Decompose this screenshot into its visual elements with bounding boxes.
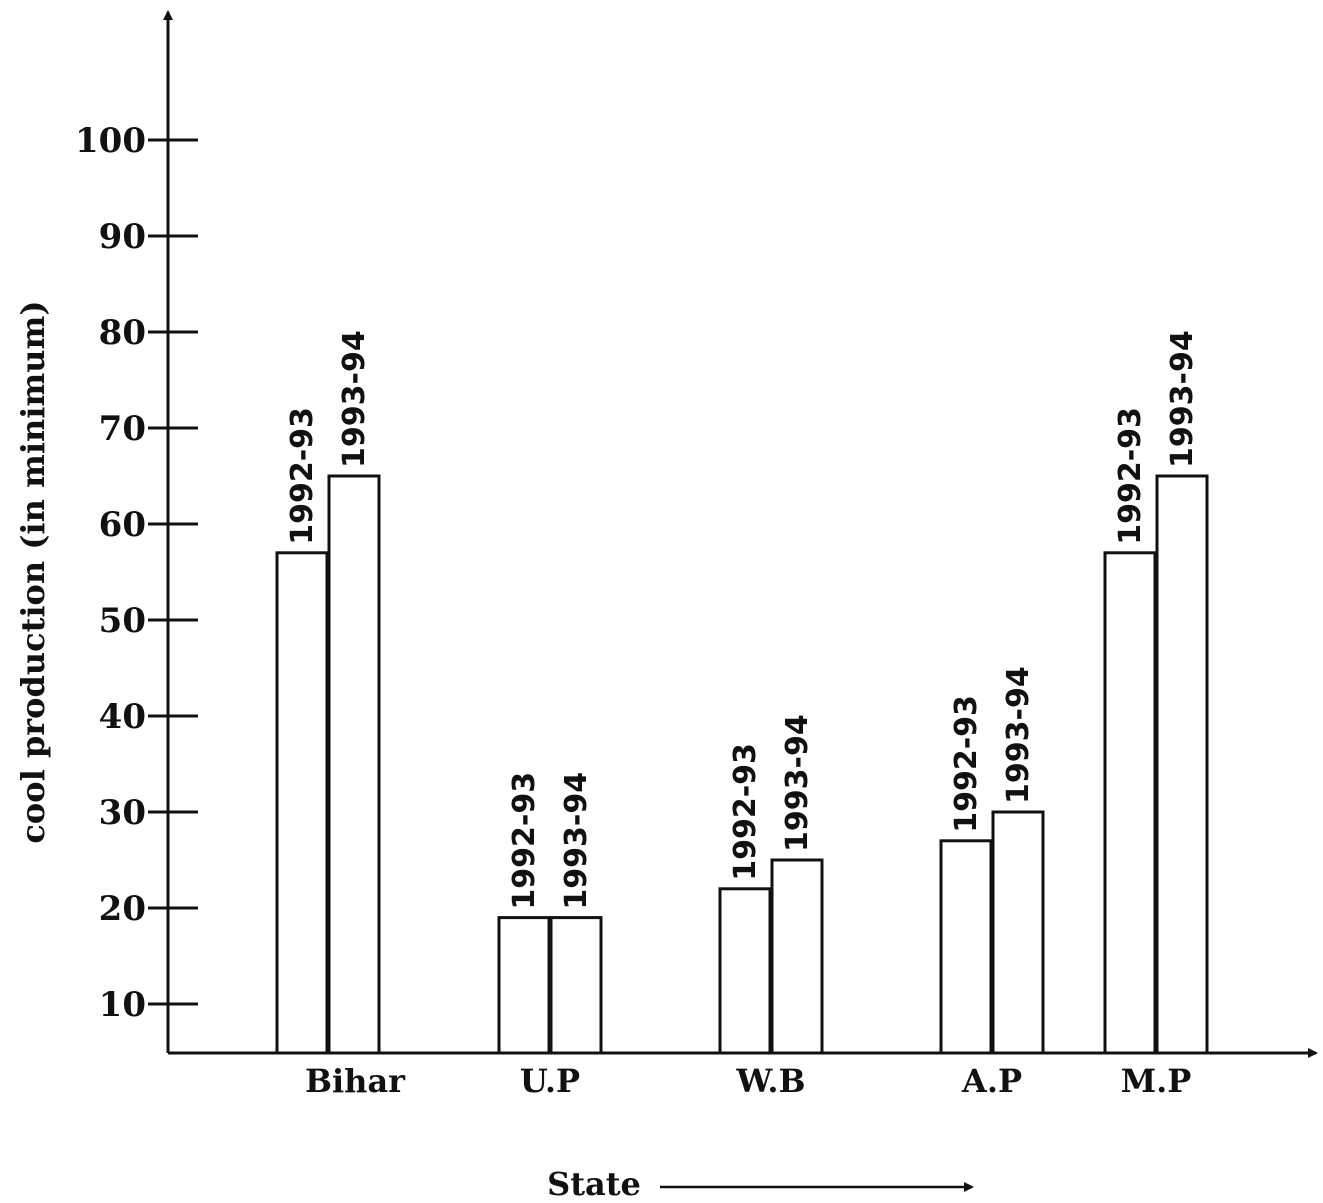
y-tick-label: 80 <box>99 313 146 353</box>
x-category-label: U.P <box>520 1062 580 1100</box>
bars: 1992-93 1993-94 1992-93 1993-94 1992-93 1993-… <box>275 330 1209 1055</box>
bar-series-label: 1993-94 <box>337 330 372 468</box>
y-axis-title: cool production (in minimum) <box>14 300 52 843</box>
x-axis-title: State <box>547 1165 641 1203</box>
x-category-labels: Bihar U.P W.B A.P M.P <box>305 1062 1191 1100</box>
y-tick-label: 20 <box>99 889 146 929</box>
bar-series-label: 1993-94 <box>780 714 815 852</box>
bar-mp-1992-93 <box>1103 551 1157 1055</box>
bar-up-1992-93 <box>497 916 551 1055</box>
bar-series-label: 1993-94 <box>559 772 594 910</box>
y-tick-label: 100 <box>75 121 146 161</box>
x-category-label: W.B <box>735 1062 805 1100</box>
bar-series-label: 1992-93 <box>949 695 984 833</box>
y-tick-label: 60 <box>99 505 146 545</box>
bar-ap-1993-94 <box>991 810 1045 1055</box>
bar-series-label: 1992-93 <box>728 743 763 881</box>
x-category-label: Bihar <box>305 1062 406 1100</box>
bar-bihar-1992-93 <box>275 551 329 1055</box>
x-category-label: A.P <box>961 1062 1022 1100</box>
bar-wb-1993-94 <box>770 858 824 1055</box>
y-ticks: 10 20 30 40 50 60 70 80 90 100 <box>75 121 198 1025</box>
bar-series-label: 1993-94 <box>1165 330 1200 468</box>
y-tick-label: 10 <box>99 985 146 1025</box>
bar-ap-1992-93 <box>939 839 993 1055</box>
bar-mp-1993-94 <box>1155 474 1209 1055</box>
bar-series-label: 1992-93 <box>285 407 320 545</box>
y-tick-label: 30 <box>99 793 146 833</box>
bar-series-label: 1992-93 <box>1113 407 1148 545</box>
bar-up-1993-94 <box>549 916 603 1055</box>
x-category-label: M.P <box>1121 1062 1192 1100</box>
bar-series-label: 1993-94 <box>1001 666 1036 804</box>
y-tick-label: 90 <box>99 217 146 257</box>
bar-wb-1992-93 <box>718 887 772 1055</box>
bar-bihar-1993-94 <box>327 474 381 1055</box>
y-tick-label: 70 <box>99 409 146 449</box>
y-tick-label: 50 <box>99 601 146 641</box>
bar-series-label: 1992-93 <box>507 772 542 910</box>
y-tick-label: 40 <box>99 697 146 737</box>
